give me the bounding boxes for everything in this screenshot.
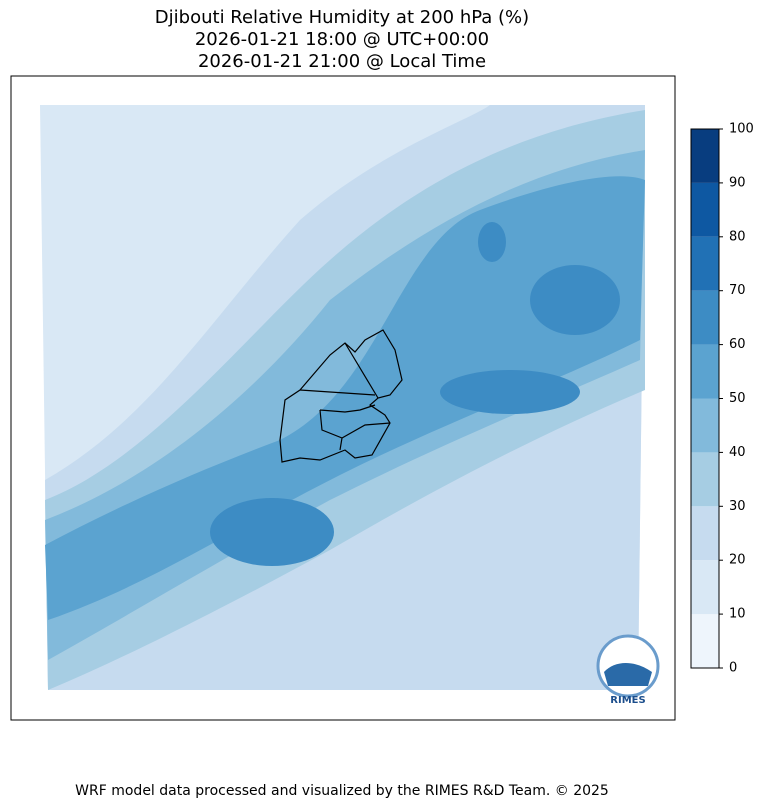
contour <box>478 222 506 262</box>
tick-label: 80 <box>729 229 746 244</box>
tick-label: 20 <box>729 553 746 568</box>
contour <box>530 265 620 335</box>
colorbar-segment <box>691 560 719 615</box>
title-line: 2026-01-21 21:00 @ Local Time <box>198 51 486 72</box>
tick-label: 10 <box>729 607 746 622</box>
colorbar-segment <box>691 614 719 668</box>
colorbar: 0 10 20 30 40 50 60 70 80 90 100 <box>690 122 754 676</box>
colorbar-segment <box>691 236 719 291</box>
tick-label: 50 <box>729 391 746 406</box>
tick-label: 60 <box>729 337 746 352</box>
colorbar-segment <box>691 506 719 561</box>
humidity-field <box>40 105 645 690</box>
logo: RIMES <box>596 634 660 706</box>
tick-label: 70 <box>729 283 746 298</box>
contour <box>45 176 645 620</box>
tick-label: 40 <box>729 445 746 460</box>
tick-label: 0 <box>729 661 737 676</box>
tick-label: 90 <box>729 175 746 190</box>
tick-label: 100 <box>729 122 754 137</box>
colorbar-segment <box>691 398 719 453</box>
colorbar-segment <box>691 452 719 507</box>
colorbar-segment <box>691 182 719 237</box>
contour <box>440 370 580 414</box>
footer: WRF model data processed and visualized … <box>75 783 609 799</box>
colorbar-segment <box>691 290 719 345</box>
tick-label: 30 <box>729 499 746 514</box>
colorbar-segment <box>691 344 719 399</box>
logo-text: RIMES <box>610 695 645 706</box>
title-line: 2026-01-21 18:00 @ UTC+00:00 <box>195 29 489 50</box>
colorbar-segment <box>691 129 719 183</box>
country-borders <box>279 329 403 463</box>
contour <box>210 498 334 566</box>
title-line: Djibouti Relative Humidity at 200 hPa (%… <box>155 7 529 28</box>
